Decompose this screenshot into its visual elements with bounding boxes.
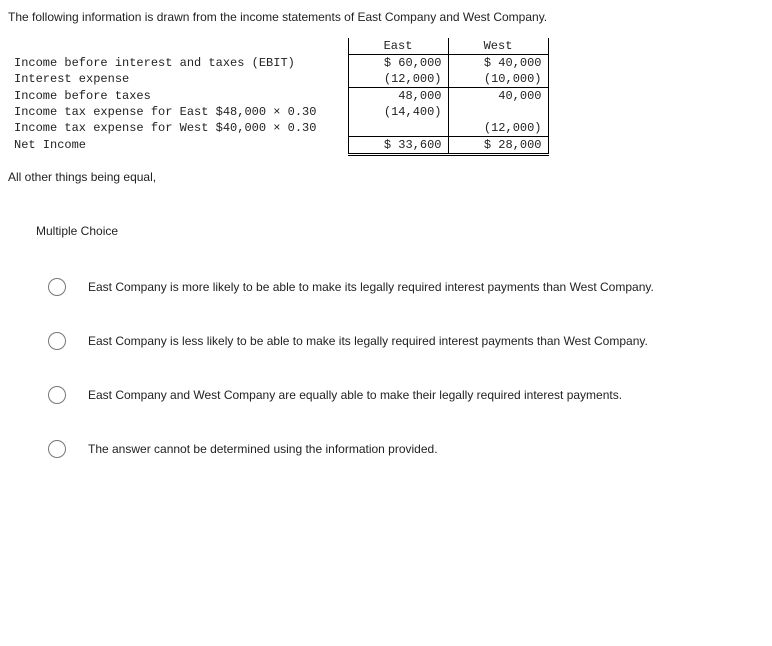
row-label: Income tax expense for East $48,000 × 0.… bbox=[8, 104, 348, 120]
cell-west: 40,000 bbox=[448, 88, 548, 105]
cell-west: $ 28,000 bbox=[448, 137, 548, 155]
cell-west: $ 40,000 bbox=[448, 55, 548, 72]
radio-icon[interactable] bbox=[48, 332, 66, 350]
header-east: East bbox=[348, 38, 448, 55]
option-text: The answer cannot be determined using th… bbox=[88, 442, 438, 456]
row-label: Net Income bbox=[8, 137, 348, 155]
cell-east: (14,400) bbox=[348, 104, 448, 120]
cell-east: (12,000) bbox=[348, 71, 448, 88]
row-label: Income tax expense for West $40,000 × 0.… bbox=[8, 120, 348, 137]
cell-west bbox=[448, 104, 548, 120]
option-row[interactable]: East Company and West Company are equall… bbox=[48, 386, 764, 404]
option-row[interactable]: East Company is less likely to be able t… bbox=[48, 332, 764, 350]
multiple-choice-label: Multiple Choice bbox=[36, 224, 764, 238]
header-west: West bbox=[448, 38, 548, 55]
option-text: East Company and West Company are equall… bbox=[88, 388, 622, 402]
cell-east: $ 60,000 bbox=[348, 55, 448, 72]
option-text: East Company is less likely to be able t… bbox=[88, 334, 648, 348]
radio-icon[interactable] bbox=[48, 386, 66, 404]
option-text: East Company is more likely to be able t… bbox=[88, 280, 654, 294]
radio-icon[interactable] bbox=[48, 278, 66, 296]
row-label: Interest expense bbox=[8, 71, 348, 88]
cell-east: 48,000 bbox=[348, 88, 448, 105]
radio-icon[interactable] bbox=[48, 440, 66, 458]
option-row[interactable]: The answer cannot be determined using th… bbox=[48, 440, 764, 458]
followup-text: All other things being equal, bbox=[8, 170, 764, 184]
cell-east bbox=[348, 120, 448, 137]
income-statement-table: East West Income before interest and tax… bbox=[8, 38, 549, 156]
option-row[interactable]: East Company is more likely to be able t… bbox=[48, 278, 764, 296]
row-label: Income before taxes bbox=[8, 88, 348, 105]
header-blank bbox=[8, 38, 348, 55]
cell-east: $ 33,600 bbox=[348, 137, 448, 155]
cell-west: (10,000) bbox=[448, 71, 548, 88]
intro-text: The following information is drawn from … bbox=[8, 10, 764, 24]
cell-west: (12,000) bbox=[448, 120, 548, 137]
row-label: Income before interest and taxes (EBIT) bbox=[8, 55, 348, 72]
